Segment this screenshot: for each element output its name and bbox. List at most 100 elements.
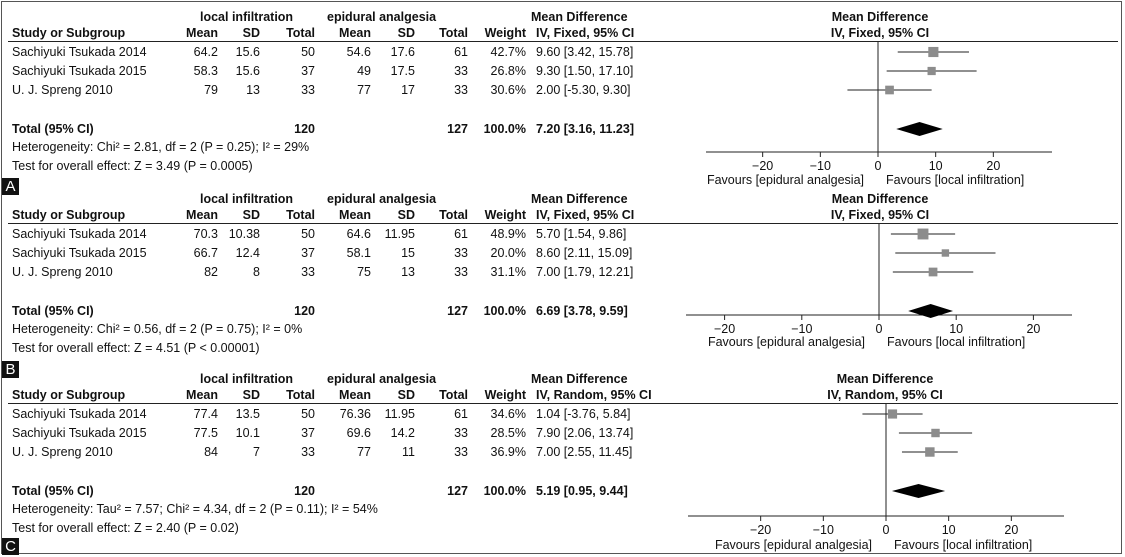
- mean1-value: 79: [204, 83, 218, 97]
- study-name: Sachiyuki Tsukada 2015: [12, 64, 147, 78]
- mean2-value: 77: [357, 83, 371, 97]
- plot-method-header: IV, Random, 95% CI: [827, 388, 943, 402]
- sd1-header: SD: [242, 388, 260, 402]
- mean1-value: 77.5: [193, 426, 218, 440]
- mean1-value: 64.2: [193, 45, 218, 59]
- ci-value: 9.60 [3.42, 15.78]: [536, 45, 634, 59]
- header-rule: [8, 41, 1118, 42]
- ci-value: 9.30 [1.50, 17.10]: [536, 64, 634, 78]
- total1-sum: 120: [294, 304, 315, 318]
- x-tick-label: 10: [942, 523, 956, 537]
- sd1-value: 15.6: [235, 45, 260, 59]
- group1-header: local infiltration: [200, 372, 294, 386]
- heterogeneity-text: Heterogeneity: Chi² = 2.81, df = 2 (P = …: [12, 140, 310, 154]
- forest-plot-svg: −20 −10 0 10 20 Favours [epidural analgesia] F…: [706, 42, 1052, 187]
- group1-header: local infiltration: [200, 192, 294, 206]
- total1-value: 37: [301, 246, 315, 260]
- favours-right-label: Favours [local infiltration]: [886, 173, 1024, 187]
- study-square: [928, 46, 939, 58]
- total1-header: Total: [286, 208, 315, 222]
- x-tick-label: 20: [1004, 523, 1018, 537]
- sd2-header: SD: [397, 388, 415, 402]
- panel-label: C: [2, 538, 19, 555]
- forest-panel-c: local infiltration epidural analgesia Mean…: [0, 362, 1125, 555]
- group1-header: local infiltration: [200, 10, 294, 24]
- panel-label: B: [2, 361, 19, 378]
- total2-value: 33: [454, 426, 468, 440]
- weight-header: Weight: [484, 388, 526, 402]
- study-name: U. J. Spreng 2010: [12, 83, 113, 97]
- plot-header: Mean Difference: [836, 372, 934, 386]
- mean2-value: 76.36: [339, 407, 371, 421]
- total1-header: Total: [286, 26, 315, 40]
- sd1-value: 10.1: [235, 426, 260, 440]
- weight-header: Weight: [484, 208, 526, 222]
- sd2-value: 17.6: [390, 45, 415, 59]
- mean1-header: Mean: [186, 26, 218, 40]
- study-square: [927, 66, 936, 76]
- x-tick-label: 10: [949, 322, 963, 336]
- mean2-value: 54.6: [346, 45, 371, 59]
- sd2-value: 14.2: [390, 426, 415, 440]
- ci-value: 5.70 [1.54, 9.86]: [536, 227, 627, 241]
- sd2-value: 11.95: [384, 407, 415, 421]
- overall-effect-text: Test for overall effect: Z = 4.51 (P < 0…: [12, 341, 260, 355]
- study-square: [887, 409, 898, 419]
- mean1-value: 82: [204, 265, 218, 279]
- total2-sum: 127: [447, 484, 468, 498]
- total-weight: 100.0%: [483, 484, 526, 498]
- study-square: [917, 228, 929, 240]
- heterogeneity-text: Heterogeneity: Tau² = 7.57; Chi² = 4.34,…: [12, 502, 378, 516]
- study-name: Sachiyuki Tsukada 2015: [12, 426, 147, 440]
- plot-header: Mean Difference: [831, 192, 929, 206]
- study-name: Sachiyuki Tsukada 2014: [12, 407, 147, 421]
- total2-value: 33: [454, 64, 468, 78]
- sd1-value: 7: [253, 445, 260, 459]
- x-tick-label: −10: [791, 322, 812, 336]
- study-name: Sachiyuki Tsukada 2014: [12, 45, 147, 59]
- group2-header: epidural analgesia: [327, 10, 437, 24]
- favours-left-label: Favours [epidural analgesia]: [708, 335, 865, 349]
- sd1-header: SD: [242, 208, 260, 222]
- overall-effect-text: Test for overall effect: Z = 3.49 (P = 0…: [12, 159, 253, 173]
- total2-sum: 127: [447, 304, 468, 318]
- sd1-header: SD: [242, 26, 260, 40]
- x-tick-label: −20: [714, 322, 735, 336]
- study-square: [941, 249, 950, 257]
- pooled-diamond: [908, 304, 954, 318]
- md-header: Mean Difference: [531, 192, 628, 206]
- plot-header: Mean Difference: [831, 10, 929, 24]
- mean2-header: Mean: [339, 208, 371, 222]
- mean2-header: Mean: [339, 26, 371, 40]
- sd1-value: 13: [246, 83, 260, 97]
- pooled-diamond: [896, 122, 943, 136]
- total1-value: 50: [301, 45, 315, 59]
- total2-value: 33: [454, 246, 468, 260]
- md-method-header: IV, Fixed, 95% CI: [536, 26, 635, 40]
- study-square: [885, 85, 894, 95]
- group2-header: epidural analgesia: [327, 372, 437, 386]
- ci-value: 7.00 [2.55, 11.45]: [536, 445, 633, 459]
- total1-sum: 120: [294, 122, 315, 136]
- study-name: Sachiyuki Tsukada 2014: [12, 227, 147, 241]
- sd2-value: 17.5: [390, 64, 415, 78]
- forest-panel-a: local infiltration epidural analgesia Mean…: [0, 0, 1125, 195]
- x-tick-label: 0: [876, 322, 883, 336]
- sd1-value: 10.38: [228, 227, 260, 241]
- total2-header: Total: [439, 26, 468, 40]
- header-rule: [8, 403, 1118, 404]
- total1-value: 33: [301, 83, 315, 97]
- mean2-value: 58.1: [346, 246, 371, 260]
- weight-value: 30.6%: [490, 83, 526, 97]
- md-method-header: IV, Random, 95% CI: [536, 388, 652, 402]
- weight-value: 42.7%: [490, 45, 526, 59]
- favours-right-label: Favours [local infiltration]: [894, 538, 1032, 552]
- weight-header: Weight: [484, 26, 526, 40]
- total-label: Total (95% CI): [12, 122, 94, 136]
- total-weight: 100.0%: [483, 304, 526, 318]
- forest-panel-b: local infiltration epidural analgesia Mean…: [0, 182, 1125, 378]
- sd2-value: 17: [401, 83, 415, 97]
- ci-value: 7.90 [2.06, 13.74]: [536, 426, 634, 440]
- pooled-diamond: [891, 484, 946, 498]
- ci-value: 2.00 [-5.30, 9.30]: [536, 83, 631, 97]
